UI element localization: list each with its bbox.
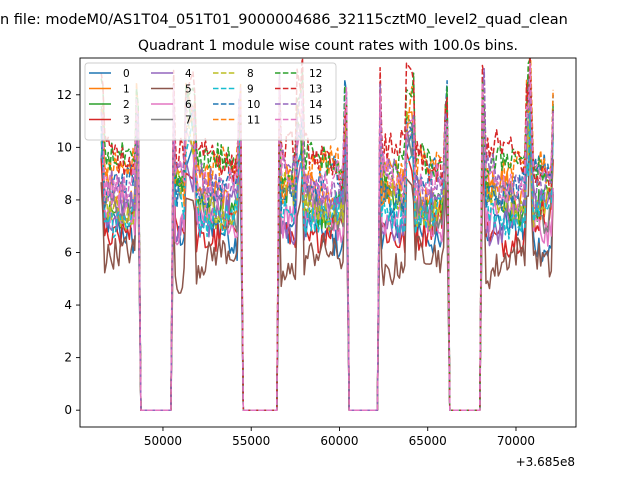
- plot-frame: [79, 57, 577, 428]
- legend-label-7: 7: [185, 115, 192, 127]
- legend-label-14: 14: [309, 99, 323, 111]
- y-tick-label: 10: [57, 140, 72, 154]
- y-axis: 0 2 4 6 8 10 12: [57, 88, 80, 417]
- legend-label-9: 9: [247, 84, 254, 96]
- legend-box: [84, 62, 337, 141]
- x-offset-label: +3.685e8: [516, 455, 575, 469]
- y-tick-label: 4: [64, 298, 72, 312]
- legend-label-10: 10: [247, 99, 260, 111]
- y-tick-label: 12: [57, 88, 72, 102]
- x-tick-label: 65000: [409, 434, 447, 448]
- legend-label-1: 1: [123, 84, 130, 96]
- chart-title: Quadrant 1 module wise count rates with …: [138, 38, 518, 54]
- x-axis: 50000 55000 60000 65000 70000: [144, 427, 535, 448]
- plot-area: [79, 57, 577, 428]
- y-tick-label: 0: [64, 403, 72, 417]
- legend-label-8: 8: [247, 68, 254, 80]
- x-tick-label: 50000: [144, 434, 182, 448]
- y-tick-label: 6: [64, 245, 72, 259]
- legend-label-6: 6: [185, 99, 192, 111]
- series-line-15: [100, 62, 554, 411]
- series-line-3: [100, 126, 554, 411]
- y-tick-label: 8: [64, 193, 72, 207]
- series-lines: [100, 58, 554, 411]
- series-line-14: [100, 67, 554, 411]
- legend-label-15: 15: [309, 115, 322, 127]
- x-tick-label: 55000: [232, 434, 270, 448]
- legend-label-13: 13: [309, 84, 322, 96]
- legend-label-2: 2: [123, 99, 130, 111]
- series-line-5: [100, 118, 554, 411]
- legend-label-3: 3: [123, 115, 130, 127]
- series-line-9: [100, 111, 554, 411]
- legend-label-4: 4: [185, 68, 192, 80]
- x-tick-label: 60000: [320, 434, 358, 448]
- y-tick-label: 2: [64, 351, 72, 365]
- legend-label-12: 12: [309, 68, 322, 80]
- chart-suptitle: n file: modeM0/AS1T04_051T01_9000004686_…: [0, 12, 568, 28]
- legend-label-5: 5: [185, 84, 192, 96]
- x-tick-label: 70000: [497, 434, 535, 448]
- legend-label-11: 11: [247, 115, 260, 127]
- legend-label-0: 0: [123, 68, 130, 80]
